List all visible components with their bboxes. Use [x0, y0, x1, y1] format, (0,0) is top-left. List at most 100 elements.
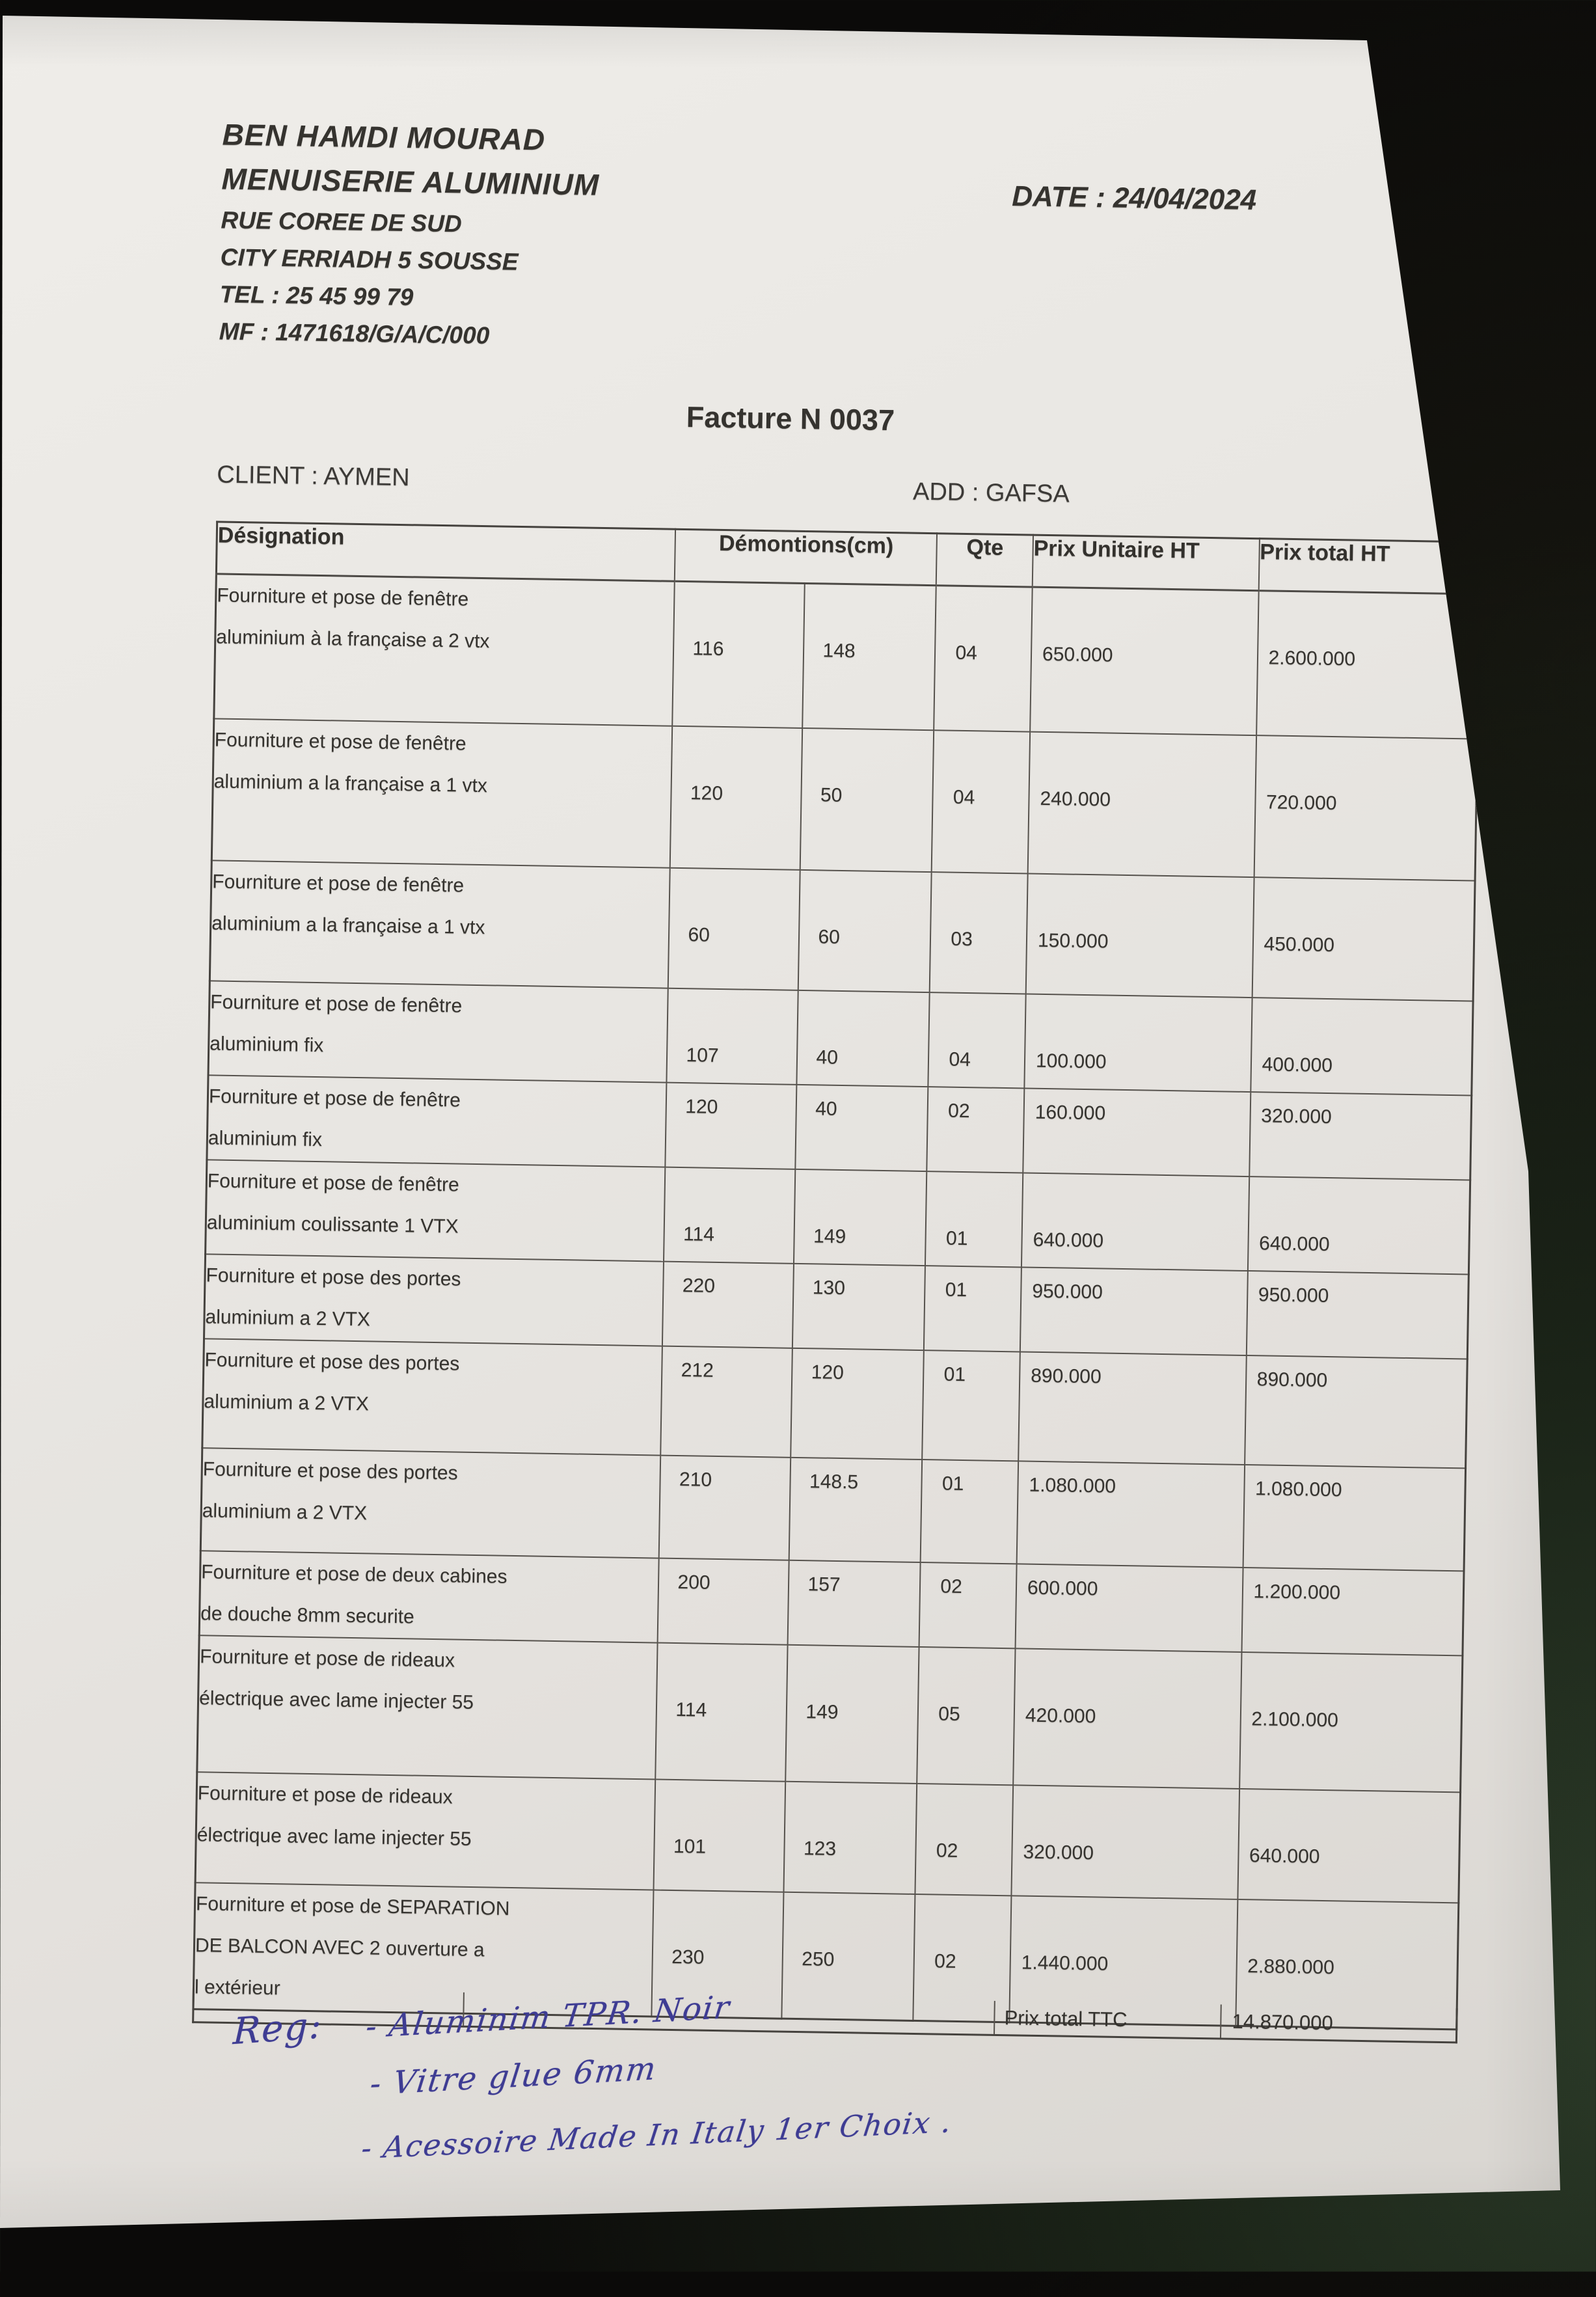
- item-height: 149: [785, 1644, 919, 1784]
- handwritten-note-line: - Vitre glue 6mm: [368, 2050, 659, 2103]
- item-designation: Fourniture et pose de fenêtre aluminium a…: [211, 718, 673, 868]
- item-qty: 04: [932, 729, 1031, 874]
- invoice-title: Facture N 0037: [686, 400, 895, 437]
- item-width: 120: [665, 1082, 797, 1169]
- item-width: 101: [653, 1779, 786, 1892]
- table-row: Fourniture et pose de rideaux électrique …: [196, 1635, 1463, 1792]
- item-total-price: 450.000: [1252, 877, 1476, 1001]
- item-total-price: 400.000: [1250, 997, 1474, 1096]
- item-designation: Fourniture et pose de fenêtre aluminium f…: [208, 980, 669, 1083]
- item-unit-price: 640.000: [1021, 1172, 1249, 1271]
- item-width: 200: [658, 1558, 790, 1645]
- item-designation: Fourniture et pose de fenêtre aluminium a…: [210, 860, 671, 988]
- item-qty: 04: [928, 992, 1026, 1088]
- item-total-price: 950.000: [1246, 1270, 1469, 1359]
- item-qty: 01: [922, 1350, 1020, 1461]
- header-total-price: Prix total HT: [1258, 538, 1481, 595]
- item-qty: 02: [926, 1086, 1025, 1173]
- company-name: BEN HAMDI MOURAD: [222, 117, 546, 157]
- item-unit-price: 160.000: [1023, 1087, 1251, 1176]
- item-designation: Fourniture et pose des portes aluminium a…: [202, 1338, 663, 1456]
- item-total-price: 1.080.000: [1243, 1464, 1466, 1571]
- item-width: 120: [670, 726, 803, 870]
- item-qty: 04: [934, 585, 1033, 732]
- item-width: 60: [668, 867, 801, 990]
- company-block: BEN HAMDI MOURAD MENUISERIE ALUMINIUM RU…: [219, 117, 600, 362]
- company-subtitle: MENUISERIE ALUMINIUM: [221, 161, 600, 202]
- item-qty: 01: [925, 1171, 1023, 1267]
- handwritten-note-prefix: Reg:: [232, 2004, 323, 2054]
- table-row: Fourniture et pose de fenêtre aluminium à…: [213, 573, 1480, 739]
- grand-total-value: 14.870.000: [1232, 2009, 1334, 2035]
- item-unit-price: 150.000: [1025, 873, 1254, 998]
- item-width: 107: [666, 988, 799, 1085]
- item-height: 149: [794, 1169, 927, 1266]
- table-row: Fourniture et pose de rideaux électrique …: [195, 1771, 1461, 1903]
- item-total-price: 640.000: [1237, 1788, 1461, 1903]
- items-table: Désignation Démontions(cm) Qte Prix Unit…: [192, 521, 1481, 2030]
- item-height: 40: [796, 990, 930, 1087]
- item-unit-price: 950.000: [1020, 1266, 1248, 1355]
- table-row: Fourniture et pose de fenêtre aluminium a…: [211, 718, 1478, 881]
- item-qty: 01: [924, 1265, 1021, 1352]
- item-height: 40: [795, 1084, 928, 1171]
- item-qty: 02: [919, 1562, 1017, 1648]
- item-unit-price: 890.000: [1018, 1351, 1247, 1465]
- item-qty: 02: [915, 1783, 1014, 1896]
- item-total-price: 320.000: [1249, 1091, 1472, 1180]
- item-unit-price: 420.000: [1013, 1648, 1242, 1789]
- item-height: 120: [791, 1348, 925, 1460]
- item-designation: Fourniture et pose de rideaux électrique …: [196, 1635, 658, 1780]
- table-row: Fourniture et pose des portes aluminium a…: [202, 1338, 1468, 1468]
- item-qty: 01: [921, 1459, 1019, 1564]
- item-qty: 05: [917, 1646, 1016, 1785]
- item-height: 50: [800, 727, 934, 872]
- item-unit-price: 100.000: [1024, 994, 1252, 1092]
- item-height: 123: [783, 1781, 917, 1894]
- item-width: 210: [659, 1455, 791, 1560]
- table-row: Fourniture et pose des portes aluminium a…: [200, 1447, 1466, 1571]
- item-height: 148: [802, 583, 937, 730]
- company-address-line2: CITY ERRIADH 5 SOUSSE: [220, 243, 519, 275]
- item-unit-price: 600.000: [1015, 1563, 1243, 1652]
- item-designation: Fourniture et pose des portes aluminium a…: [204, 1253, 664, 1346]
- item-designation: Fourniture et pose de fenêtre aluminium à…: [213, 573, 675, 726]
- item-height: 60: [798, 869, 932, 992]
- item-width: 212: [660, 1346, 793, 1458]
- item-total-price: 1.200.000: [1241, 1567, 1465, 1655]
- item-height: 148.5: [789, 1457, 923, 1562]
- item-designation: Fourniture et pose de rideaux électrique …: [195, 1771, 656, 1890]
- table-row: Fourniture et pose de fenêtre aluminium a…: [210, 860, 1476, 1001]
- item-unit-price: 320.000: [1011, 1784, 1239, 1899]
- item-height: 130: [792, 1263, 926, 1350]
- header-dimensions: Démontions(cm): [675, 529, 938, 586]
- company-address-line1: RUE COREE DE SUD: [221, 206, 462, 238]
- item-width: 220: [662, 1261, 794, 1348]
- item-height: 157: [788, 1560, 921, 1647]
- item-designation: Fourniture et pose des portes aluminium a…: [200, 1447, 661, 1558]
- item-designation: Fourniture et pose de deux cabines de dou…: [199, 1550, 660, 1643]
- header-unit-price: Prix Unitaire HT: [1032, 535, 1260, 591]
- item-total-price: 890.000: [1244, 1355, 1468, 1468]
- item-designation: Fourniture et pose de fenêtre aluminium f…: [206, 1074, 667, 1167]
- company-phone: TEL : 25 45 99 79: [219, 280, 414, 311]
- handwritten-note-line: - Acessoire Made In Italy 1er Choix .: [359, 2104, 954, 2166]
- client-line: CLIENT : AYMEN: [216, 461, 410, 492]
- item-width: 114: [664, 1167, 796, 1264]
- item-total-price: 2.100.000: [1239, 1651, 1463, 1792]
- grand-total-label: Prix total TTC: [995, 2000, 1223, 2038]
- item-designation: Fourniture et pose de fenêtre aluminium c…: [205, 1159, 666, 1262]
- item-qty: 03: [930, 871, 1028, 994]
- item-unit-price: 650.000: [1030, 587, 1259, 735]
- item-total-price: 2.600.000: [1256, 590, 1480, 739]
- item-unit-price: 1.080.000: [1016, 1460, 1245, 1568]
- item-width: 116: [672, 581, 805, 728]
- header-designation: Désignation: [216, 521, 676, 582]
- items-table-body: Fourniture et pose de fenêtre aluminium à…: [193, 573, 1480, 2030]
- item-total-price: 640.000: [1247, 1176, 1470, 1274]
- item-width: 114: [655, 1642, 789, 1782]
- invoice-date: DATE : 24/04/2024: [1011, 180, 1257, 217]
- client-address: ADD : GAFSA: [912, 478, 1070, 508]
- header-qty: Qte: [936, 533, 1034, 588]
